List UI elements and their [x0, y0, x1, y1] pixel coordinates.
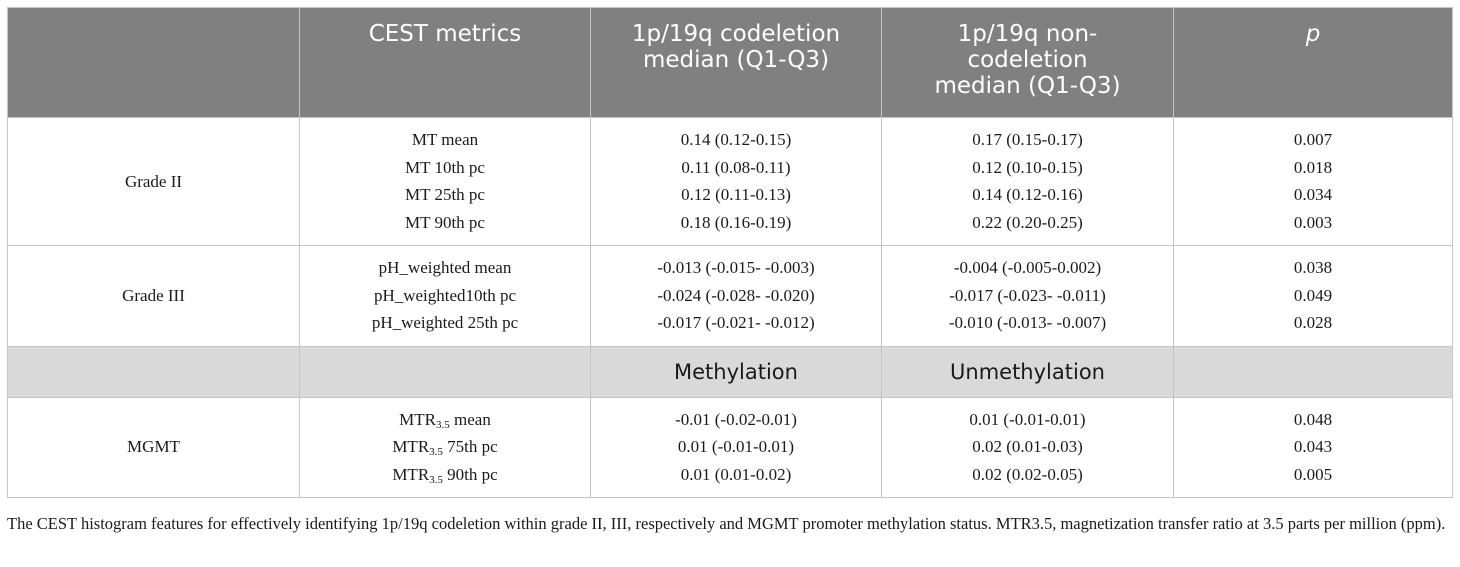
metric-name: MTR3.5 75th pc	[300, 433, 590, 461]
metric-subscript: 3.5	[429, 473, 443, 486]
value: -0.004 (-0.005-0.002)	[953, 258, 1102, 277]
p-value-cell: 0.038 0.049 0.028	[1173, 245, 1453, 347]
p-value: 0.005	[1293, 464, 1333, 484]
value: 0.18 (0.16-0.19)	[680, 212, 792, 232]
metric-cell: MT mean MT 10th pc MT 25th pc MT 90th pc	[299, 117, 591, 246]
metric-subscript: 3.5	[436, 418, 450, 431]
header-line: 1p/19q non-	[957, 21, 1098, 47]
header-line: CEST metrics	[368, 21, 522, 47]
group-label: Grade II	[7, 117, 300, 246]
codeletion-cell: -0.013 (-0.015- -0.003) -0.024 (-0.028- …	[590, 245, 882, 347]
metric-suffix: 75th pc	[442, 437, 498, 456]
value: 0.14 (0.12-0.15)	[680, 130, 792, 149]
metric-name: pH_weighted 25th pc	[371, 313, 519, 332]
non-codeletion-cell: -0.004 (-0.005-0.002) -0.017 (-0.023- -0…	[881, 245, 1174, 347]
metric-suffix: 90th pc	[442, 464, 498, 484]
value: 0.12 (0.10-0.15)	[972, 157, 1083, 177]
value: 0.12 (0.11-0.13)	[681, 185, 791, 204]
p-value: 0.034	[1293, 185, 1333, 204]
header-line: median (Q1-Q3)	[934, 73, 1121, 99]
value: 0.22 (0.20-0.25)	[972, 212, 1083, 232]
unmethylation-cell: 0.01 (-0.01-0.01) 0.02 (0.01-0.03) 0.02 …	[881, 396, 1174, 498]
metric-subscript: 3.5	[429, 446, 443, 458]
p-value: 0.043	[1293, 437, 1333, 456]
value: -0.013 (-0.015- -0.003)	[657, 258, 815, 277]
metric-name: MTR3.5 90th pc	[300, 461, 590, 489]
metric-name: MTR3.5 mean	[300, 406, 590, 434]
non-codeletion-cell: 0.17 (0.15-0.17) 0.12 (0.10-0.15) 0.14 (…	[881, 117, 1174, 246]
subheader-unmethylation: Unmethylation	[881, 345, 1174, 398]
metric-prefix: MTR	[392, 437, 430, 456]
header-codeletion: 1p/19q codeletion median (Q1-Q3)	[590, 7, 882, 118]
header-line: codeletion	[967, 47, 1088, 73]
value: 0.02 (0.02-0.05)	[972, 464, 1083, 484]
value: -0.017 (-0.021- -0.012)	[657, 313, 815, 332]
p-value: 0.007	[1293, 130, 1333, 149]
metric-name: pH_weighted10th pc	[373, 285, 517, 305]
p-value-cell: 0.007 0.018 0.034 0.003	[1173, 117, 1453, 246]
metric-name: pH_weighted mean	[378, 258, 512, 277]
value: -0.024 (-0.028- -0.020)	[657, 285, 815, 305]
metric-name: MT 90th pc	[405, 212, 485, 232]
header-empty	[7, 7, 300, 118]
metric-suffix: mean	[449, 409, 491, 429]
methylation-cell: -0.01 (-0.02-0.01) 0.01 (-0.01-0.01) 0.0…	[590, 396, 882, 498]
group-label: Grade III	[7, 245, 300, 347]
codeletion-cell: 0.14 (0.12-0.15) 0.11 (0.08-0.11) 0.12 (…	[590, 117, 882, 246]
subheader-empty	[7, 345, 300, 398]
subheader-row: Methylation Unmethylation	[7, 345, 1453, 398]
p-value: 0.028	[1293, 313, 1333, 332]
header-line: 1p/19q codeletion	[631, 21, 841, 47]
subheader-empty	[299, 345, 591, 398]
value: 0.17 (0.15-0.17)	[972, 130, 1083, 149]
subheader-empty	[1173, 345, 1453, 398]
header-cest-metrics: CEST metrics	[299, 7, 591, 118]
metric-name: MT 10th pc	[405, 157, 485, 177]
results-table: CEST metrics 1p/19q codeletion median (Q…	[7, 7, 1453, 498]
p-value: 0.003	[1293, 212, 1333, 232]
value: 0.01 (-0.01-0.01)	[969, 409, 1086, 429]
metric-cell: pH_weighted mean pH_weighted10th pc pH_w…	[299, 245, 591, 347]
header-p-value: p	[1173, 7, 1453, 118]
table-footnote: The CEST histogram features for effectiv…	[7, 514, 1446, 533]
metric-cell: MTR3.5 mean MTR3.5 75th pc MTR3.5 90th p…	[299, 396, 591, 498]
p-value-cell: 0.048 0.043 0.005	[1173, 396, 1453, 498]
value: 0.02 (0.01-0.03)	[972, 437, 1083, 456]
header-non-codeletion: 1p/19q non- codeletion median (Q1-Q3)	[881, 7, 1174, 118]
value: -0.01 (-0.02-0.01)	[675, 409, 797, 429]
value: -0.010 (-0.013- -0.007)	[948, 313, 1107, 332]
p-value: 0.048	[1293, 409, 1333, 429]
group-row-grade-iii: Grade III pH_weighted mean pH_weighted10…	[7, 245, 1453, 347]
metric-prefix: MTR	[399, 409, 436, 429]
header-row: CEST metrics 1p/19q codeletion median (Q…	[7, 7, 1453, 118]
p-value: 0.049	[1293, 285, 1333, 305]
group-row-grade-ii: Grade II MT mean MT 10th pc MT 25th pc M…	[7, 117, 1453, 246]
value: 0.14 (0.12-0.16)	[972, 185, 1083, 204]
metric-prefix: MTR	[392, 464, 430, 484]
metric-name: MT 25th pc	[405, 185, 485, 204]
header-line: p	[1305, 21, 1321, 47]
group-row-mgmt: MGMT MTR3.5 mean MTR3.5 75th pc MTR3.5 9…	[7, 396, 1453, 498]
value: 0.01 (0.01-0.02)	[680, 464, 792, 484]
group-label: MGMT	[7, 396, 300, 498]
p-value: 0.038	[1293, 258, 1333, 277]
subheader-methylation: Methylation	[590, 345, 882, 398]
header-line: median (Q1-Q3)	[642, 47, 830, 73]
value: 0.01 (-0.01-0.01)	[677, 437, 795, 456]
value: 0.11 (0.08-0.11)	[681, 157, 791, 177]
value: -0.017 (-0.023- -0.011)	[949, 285, 1106, 305]
p-value: 0.018	[1293, 157, 1333, 177]
metric-name: MT mean	[411, 130, 479, 149]
